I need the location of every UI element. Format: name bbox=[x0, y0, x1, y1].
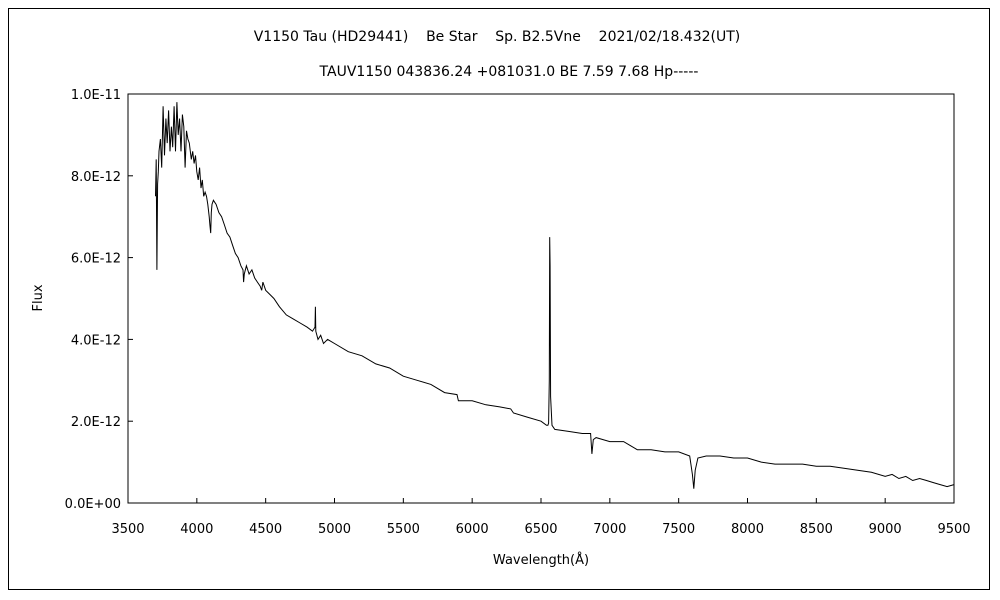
x-tick-label: 7500 bbox=[662, 522, 695, 537]
x-tick-label: 4500 bbox=[249, 522, 282, 537]
x-tick-label: 7000 bbox=[593, 522, 626, 537]
chart-title: V1150 Tau (HD29441) Be Star Sp. B2.5Vne … bbox=[254, 29, 741, 45]
plot-area bbox=[127, 93, 955, 504]
x-axis: 3500 4000 4500 5000 5500 6000 6500 7000 7500 8000… bbox=[111, 498, 971, 537]
chart-frame bbox=[8, 8, 990, 590]
x-tick-label: 8000 bbox=[731, 522, 764, 537]
y-tick-label: 1.0E-11 bbox=[71, 88, 121, 103]
x-tick-label: 8500 bbox=[800, 522, 833, 537]
x-tick-label: 4000 bbox=[180, 522, 213, 537]
y-tick-label: 0.0E+00 bbox=[65, 497, 121, 512]
y-tick-label: 6.0E-12 bbox=[71, 252, 121, 267]
x-tick-label: 9000 bbox=[869, 522, 902, 537]
x-tick-label: 5000 bbox=[318, 522, 351, 537]
x-tick-label: 6500 bbox=[524, 522, 557, 537]
x-axis-label: Wavelength(Å) bbox=[493, 552, 589, 568]
spectrum-line bbox=[155, 102, 955, 489]
chart-subtitle: TAUV1150 043836.24 +081031.0 BE 7.59 7.6… bbox=[319, 64, 699, 80]
x-tick-label: 9500 bbox=[937, 522, 970, 537]
y-tick-label: 8.0E-12 bbox=[71, 170, 121, 185]
x-tick-label: 5500 bbox=[387, 522, 420, 537]
x-tick-label: 6000 bbox=[456, 522, 489, 537]
y-tick-label: 4.0E-12 bbox=[71, 333, 121, 348]
y-tick-label: 2.0E-12 bbox=[71, 415, 121, 430]
x-tick-label: 3500 bbox=[111, 522, 144, 537]
y-axis: 0.0E+00 2.0E-12 4.0E-12 6.0E-12 8.0E-12 1.0E-… bbox=[65, 88, 133, 512]
y-axis-label: Flux bbox=[31, 284, 46, 311]
